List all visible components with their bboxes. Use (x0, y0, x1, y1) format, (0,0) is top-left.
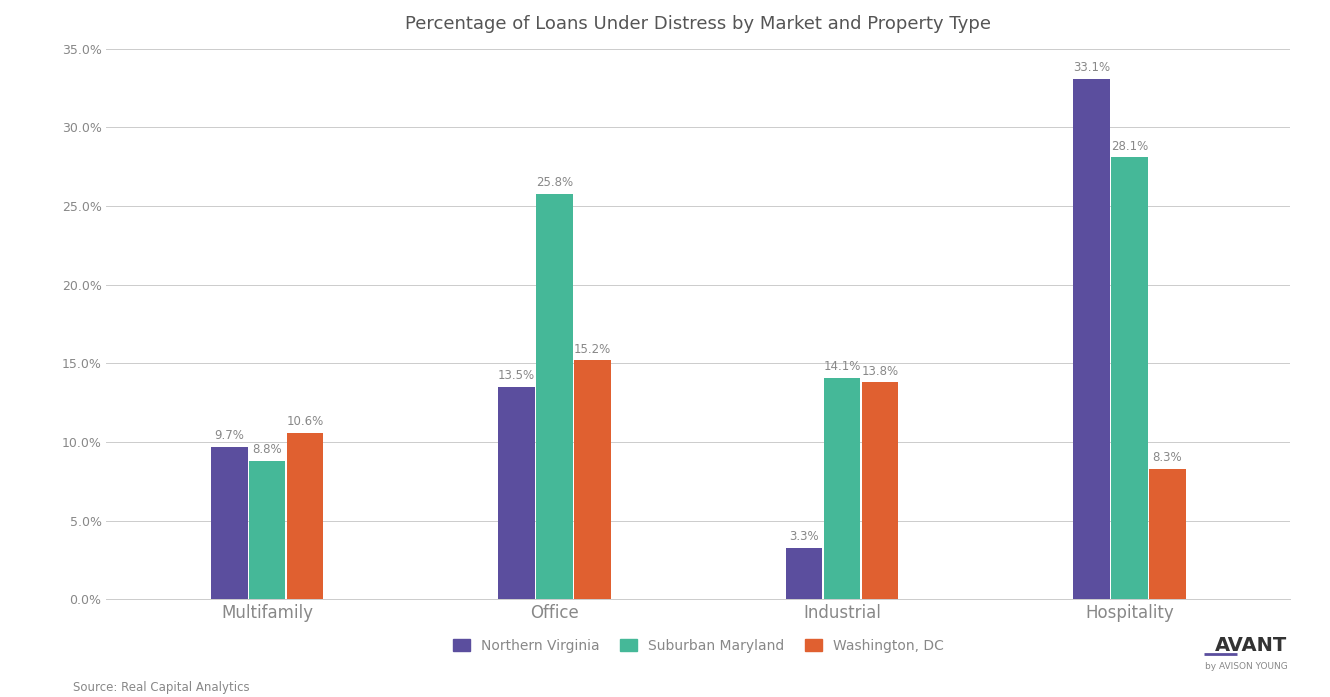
Bar (575, 360, 610, 599)
Text: 28.1%: 28.1% (1111, 139, 1148, 153)
Text: 13.8%: 13.8% (862, 365, 899, 378)
Bar (249, 461, 286, 599)
Text: 13.5%: 13.5% (497, 369, 535, 383)
Bar (823, 378, 861, 599)
Text: by AVISON YOUNG: by AVISON YOUNG (1205, 661, 1287, 671)
Text: 15.2%: 15.2% (573, 342, 610, 355)
Text: Source: Real Capital Analytics: Source: Real Capital Analytics (73, 680, 250, 694)
Bar (1073, 79, 1109, 599)
Text: 10.6%: 10.6% (286, 415, 323, 428)
Bar (786, 548, 822, 599)
Text: 9.7%: 9.7% (214, 429, 245, 442)
Legend: Northern Virginia, Suburban Maryland, Washington, DC: Northern Virginia, Suburban Maryland, Wa… (447, 634, 950, 659)
Bar (1149, 469, 1185, 599)
Text: 25.8%: 25.8% (536, 176, 573, 189)
Bar (287, 433, 323, 599)
Text: 8.3%: 8.3% (1153, 451, 1182, 464)
Text: 3.3%: 3.3% (789, 530, 819, 543)
Text: 33.1%: 33.1% (1073, 61, 1111, 74)
Bar (499, 387, 535, 599)
Text: 8.8%: 8.8% (253, 443, 282, 457)
Title: Percentage of Loans Under Distress by Market and Property Type: Percentage of Loans Under Distress by Ma… (406, 15, 991, 33)
Bar (1111, 158, 1148, 599)
Text: AVANT: AVANT (1216, 636, 1287, 655)
Bar (211, 447, 247, 599)
Bar (862, 383, 898, 599)
Bar (536, 194, 573, 599)
Text: 14.1%: 14.1% (823, 360, 861, 373)
